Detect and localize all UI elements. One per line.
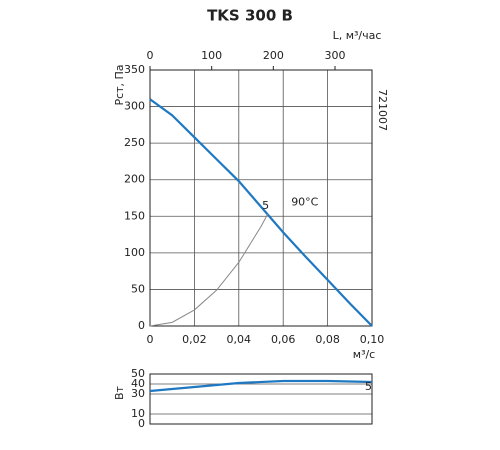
curve-label: 5 xyxy=(262,199,269,212)
y-tick-label: 50 xyxy=(131,367,145,380)
x2-tick-label: 200 xyxy=(263,49,284,62)
y-tick-label: 10 xyxy=(131,407,145,420)
x2-axis-label: L, м³/час xyxy=(333,29,382,42)
y-tick-label: 150 xyxy=(124,209,145,222)
plot-frame xyxy=(149,69,373,327)
curve-label: 90°C xyxy=(291,195,318,208)
curve-label: 5 xyxy=(365,380,372,393)
y-tick-label: 40 xyxy=(131,377,145,390)
x-tick-label: 0,06 xyxy=(271,333,296,346)
plot-frame xyxy=(149,373,373,425)
y-tick-label: 350 xyxy=(124,63,145,76)
y-tick-label: 50 xyxy=(131,282,145,295)
y-tick-label: 0 xyxy=(138,417,145,430)
data-line xyxy=(149,379,373,393)
code-label: 721007 xyxy=(376,89,389,131)
x-tick-label: 0,02 xyxy=(182,333,207,346)
x2-tick-label: 300 xyxy=(325,49,346,62)
y-axis-label: Вт xyxy=(113,385,126,400)
data-line xyxy=(149,213,269,327)
y-tick-label: 250 xyxy=(124,136,145,149)
x-axis-label: м³/с xyxy=(353,348,375,361)
y-tick-label: 100 xyxy=(124,246,145,259)
x-tick-label: 0 xyxy=(147,333,154,346)
y-tick-label: 300 xyxy=(124,100,145,113)
x2-tick-label: 0 xyxy=(147,49,154,62)
x-tick-label: 0,10 xyxy=(360,333,385,346)
x-tick-label: 0,08 xyxy=(315,333,340,346)
chart-title: TKS 300 B xyxy=(207,7,293,25)
y-axis-label: Рст, Па xyxy=(113,64,126,105)
data-line xyxy=(149,98,373,327)
y-tick-label: 200 xyxy=(124,173,145,186)
y-tick-label: 0 xyxy=(138,319,145,332)
x-tick-label: 0,04 xyxy=(227,333,252,346)
x2-tick-label: 100 xyxy=(201,49,222,62)
y-tick-label: 30 xyxy=(131,387,145,400)
